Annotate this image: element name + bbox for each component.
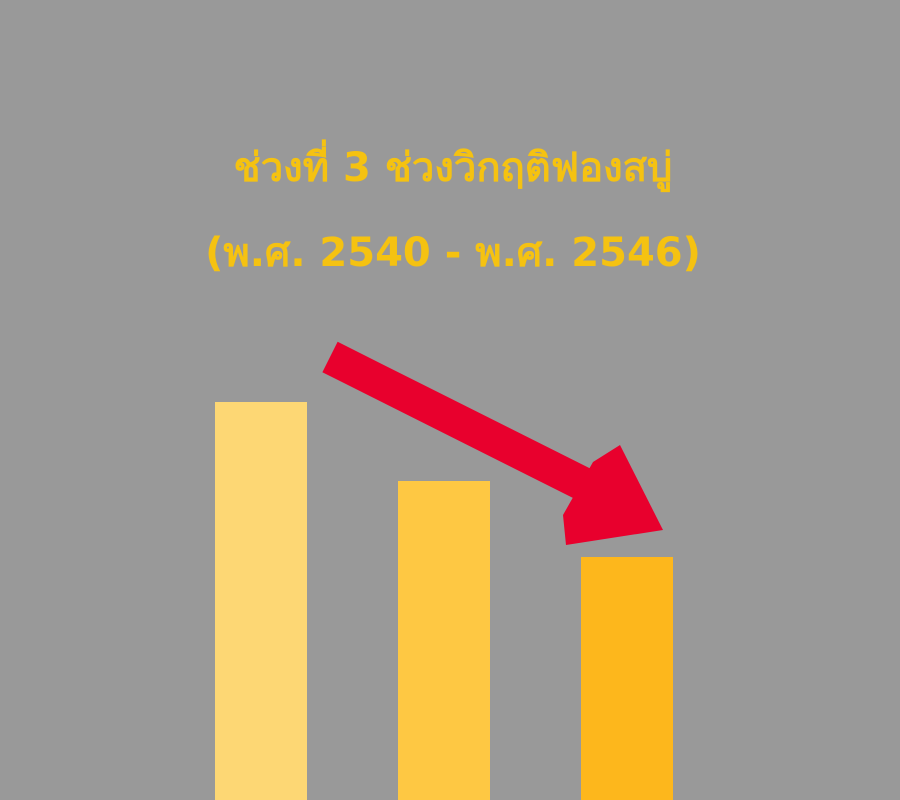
bar-decoration — [581, 557, 673, 800]
subtitle: (พ.ศ. 2540 - พ.ศ. 2546) — [205, 230, 701, 276]
title: ช่วงที่ 3 ช่วงวิกฤติฟองสบู่ — [234, 139, 673, 192]
bar-decoration — [215, 402, 307, 800]
bar-decoration — [398, 481, 490, 800]
arrow-shaft — [322, 341, 623, 516]
arrow-head — [563, 445, 663, 545]
